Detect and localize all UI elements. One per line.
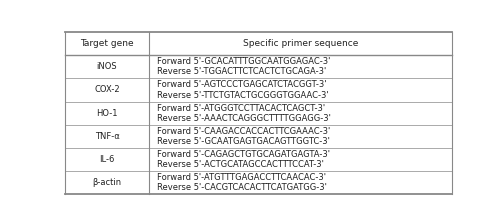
Text: Forward 5'-ATGGGTCCTTACACTCAGCT-3': Forward 5'-ATGGGTCCTTACACTCAGCT-3': [157, 103, 325, 112]
Text: Reverse 5'-ACTGCATAGCCACTTTCCAT-3': Reverse 5'-ACTGCATAGCCACTTTCCAT-3': [157, 160, 324, 169]
Text: Forward 5'-AGTCCCTGAGCATCTACGGT-3': Forward 5'-AGTCCCTGAGCATCTACGGT-3': [157, 80, 326, 89]
Text: Forward 5'-GCACATTTGGCAATGGAGAC-3': Forward 5'-GCACATTTGGCAATGGAGAC-3': [157, 57, 330, 66]
Text: IL-6: IL-6: [99, 155, 114, 164]
Text: Reverse 5'-CACGTCACACTTCATGATGG-3': Reverse 5'-CACGTCACACTTCATGATGG-3': [157, 183, 327, 192]
Text: Reverse 5'-TTCTGTACTGCGGGTGGAAC-3': Reverse 5'-TTCTGTACTGCGGGTGGAAC-3': [157, 90, 329, 99]
Text: Target gene: Target gene: [80, 39, 134, 48]
Text: Forward 5'-ATGTTTGAGACCTTCAACAC-3': Forward 5'-ATGTTTGAGACCTTCAACAC-3': [157, 173, 326, 182]
Text: Reverse 5'-TGGACTTCTCACTCTGCAGA-3': Reverse 5'-TGGACTTCTCACTCTGCAGA-3': [157, 67, 326, 76]
Text: β-actin: β-actin: [92, 178, 121, 187]
Text: Forward 5'-CAAGACCACCACTTCGAAAC-3': Forward 5'-CAAGACCACCACTTCGAAAC-3': [157, 127, 330, 136]
Text: iNOS: iNOS: [97, 62, 117, 71]
Text: Reverse 5'-AAACTCAGGGCTTTTGGAGG-3': Reverse 5'-AAACTCAGGGCTTTTGGAGG-3': [157, 114, 331, 123]
Text: Specific primer sequence: Specific primer sequence: [242, 39, 358, 48]
Text: COX-2: COX-2: [94, 86, 120, 95]
Text: Reverse 5'-GCAATGAGTGACAGTTGGTC-3': Reverse 5'-GCAATGAGTGACAGTTGGTC-3': [157, 137, 330, 146]
Text: Forward 5'-CAGAGCTGTGCAGATGAGTA-3': Forward 5'-CAGAGCTGTGCAGATGAGTA-3': [157, 150, 330, 159]
Text: HO-1: HO-1: [96, 109, 118, 118]
Text: TNF-α: TNF-α: [95, 132, 119, 141]
